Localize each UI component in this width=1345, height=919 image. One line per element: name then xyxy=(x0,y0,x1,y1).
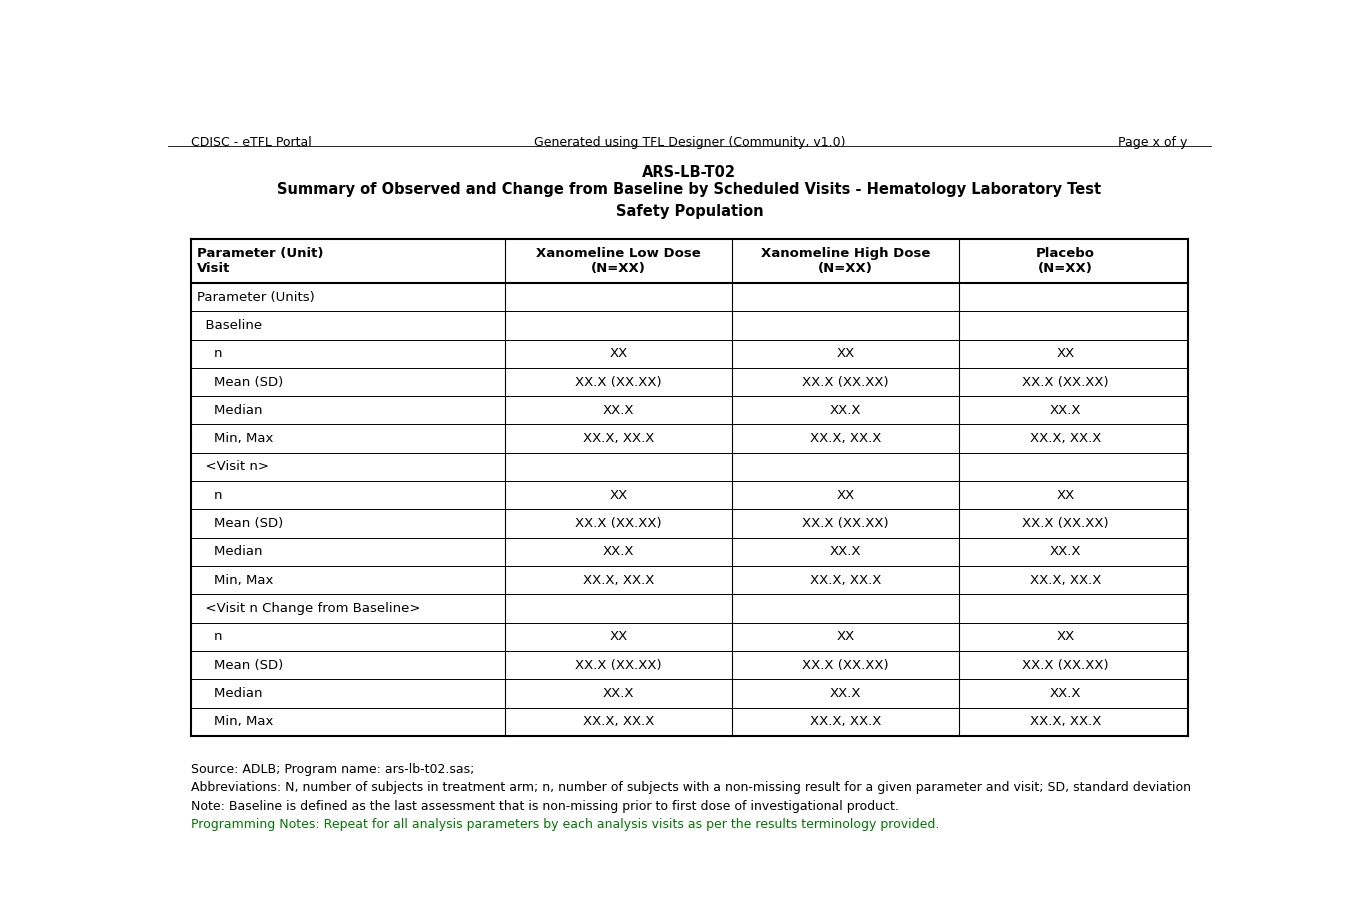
Text: XX.X, XX.X: XX.X, XX.X xyxy=(582,432,654,445)
Text: Mean (SD): Mean (SD) xyxy=(198,376,284,389)
Text: XX.X (XX.XX): XX.X (XX.XX) xyxy=(576,517,662,530)
Text: XX: XX xyxy=(1056,630,1075,643)
Text: Xanomeline High Dose: Xanomeline High Dose xyxy=(761,247,931,260)
Text: XX.X (XX.XX): XX.X (XX.XX) xyxy=(1022,517,1108,530)
Text: XX.X: XX.X xyxy=(830,686,862,700)
Text: XX: XX xyxy=(837,489,855,502)
Text: XX.X: XX.X xyxy=(603,686,635,700)
Text: Median: Median xyxy=(198,686,262,700)
Text: XX: XX xyxy=(609,347,628,360)
Text: XX.X (XX.XX): XX.X (XX.XX) xyxy=(576,659,662,672)
Text: <Visit n>: <Visit n> xyxy=(198,460,269,473)
Text: n: n xyxy=(198,489,223,502)
Text: Mean (SD): Mean (SD) xyxy=(198,659,284,672)
Text: XX.X, XX.X: XX.X, XX.X xyxy=(810,573,881,586)
Text: XX.X (XX.XX): XX.X (XX.XX) xyxy=(576,376,662,389)
Text: CDISC - eTFL Portal: CDISC - eTFL Portal xyxy=(191,136,312,149)
Text: XX.X (XX.XX): XX.X (XX.XX) xyxy=(1022,659,1108,672)
Text: XX.X: XX.X xyxy=(1049,545,1081,559)
Text: Visit: Visit xyxy=(198,262,231,275)
Text: XX: XX xyxy=(1056,347,1075,360)
Text: <Visit n Change from Baseline>: <Visit n Change from Baseline> xyxy=(198,602,421,615)
Text: XX.X, XX.X: XX.X, XX.X xyxy=(582,715,654,728)
Text: XX.X (XX.XX): XX.X (XX.XX) xyxy=(803,517,889,530)
Text: Baseline: Baseline xyxy=(198,319,262,332)
Text: Abbreviations: N, number of subjects in treatment arm; n, number of subjects wit: Abbreviations: N, number of subjects in … xyxy=(191,781,1192,794)
Text: (N=XX): (N=XX) xyxy=(818,262,873,275)
Text: XX.X, XX.X: XX.X, XX.X xyxy=(810,715,881,728)
Text: Programming Notes: Repeat for all analysis parameters by each analysis visits as: Programming Notes: Repeat for all analys… xyxy=(191,818,939,831)
Text: Generated using TFL Designer (Community, v1.0): Generated using TFL Designer (Community,… xyxy=(534,136,845,149)
Text: Min, Max: Min, Max xyxy=(198,715,273,728)
Text: Min, Max: Min, Max xyxy=(198,432,273,445)
Text: ARS-LB-T02: ARS-LB-T02 xyxy=(643,165,736,180)
Text: Source: ADLB; Program name: ars-lb-t02.sas;: Source: ADLB; Program name: ars-lb-t02.s… xyxy=(191,763,475,776)
Text: XX.X, XX.X: XX.X, XX.X xyxy=(810,432,881,445)
Text: (N=XX): (N=XX) xyxy=(590,262,646,275)
Text: XX: XX xyxy=(837,630,855,643)
Text: XX: XX xyxy=(609,489,628,502)
Text: XX: XX xyxy=(1056,489,1075,502)
Text: XX.X: XX.X xyxy=(830,403,862,417)
Text: XX.X: XX.X xyxy=(603,545,635,559)
Text: n: n xyxy=(198,630,223,643)
Text: Median: Median xyxy=(198,545,262,559)
Text: XX.X: XX.X xyxy=(603,403,635,417)
Text: XX.X: XX.X xyxy=(830,545,862,559)
Text: Page x of y: Page x of y xyxy=(1118,136,1188,149)
Text: Median: Median xyxy=(198,403,262,417)
Text: XX.X: XX.X xyxy=(1049,403,1081,417)
Text: Summary of Observed and Change from Baseline by Scheduled Visits - Hematology La: Summary of Observed and Change from Base… xyxy=(277,183,1102,198)
Text: XX.X, XX.X: XX.X, XX.X xyxy=(1030,432,1102,445)
Text: Min, Max: Min, Max xyxy=(198,573,273,586)
Text: XX.X (XX.XX): XX.X (XX.XX) xyxy=(803,659,889,672)
Text: XX.X, XX.X: XX.X, XX.X xyxy=(1030,573,1102,586)
Text: XX: XX xyxy=(609,630,628,643)
Text: n: n xyxy=(198,347,223,360)
Text: XX.X, XX.X: XX.X, XX.X xyxy=(582,573,654,586)
Text: Safety Population: Safety Population xyxy=(616,204,763,219)
Text: Mean (SD): Mean (SD) xyxy=(198,517,284,530)
Text: XX.X (XX.XX): XX.X (XX.XX) xyxy=(803,376,889,389)
Text: XX.X (XX.XX): XX.X (XX.XX) xyxy=(1022,376,1108,389)
Text: Placebo: Placebo xyxy=(1036,247,1095,260)
Text: Parameter (Units): Parameter (Units) xyxy=(198,290,315,303)
Text: XX.X, XX.X: XX.X, XX.X xyxy=(1030,715,1102,728)
Text: Xanomeline Low Dose: Xanomeline Low Dose xyxy=(537,247,701,260)
Text: XX.X: XX.X xyxy=(1049,686,1081,700)
Text: (N=XX): (N=XX) xyxy=(1038,262,1093,275)
Text: XX: XX xyxy=(837,347,855,360)
Text: Parameter (Unit): Parameter (Unit) xyxy=(198,247,324,260)
Text: Note: Baseline is defined as the last assessment that is non-missing prior to fi: Note: Baseline is defined as the last as… xyxy=(191,800,898,812)
